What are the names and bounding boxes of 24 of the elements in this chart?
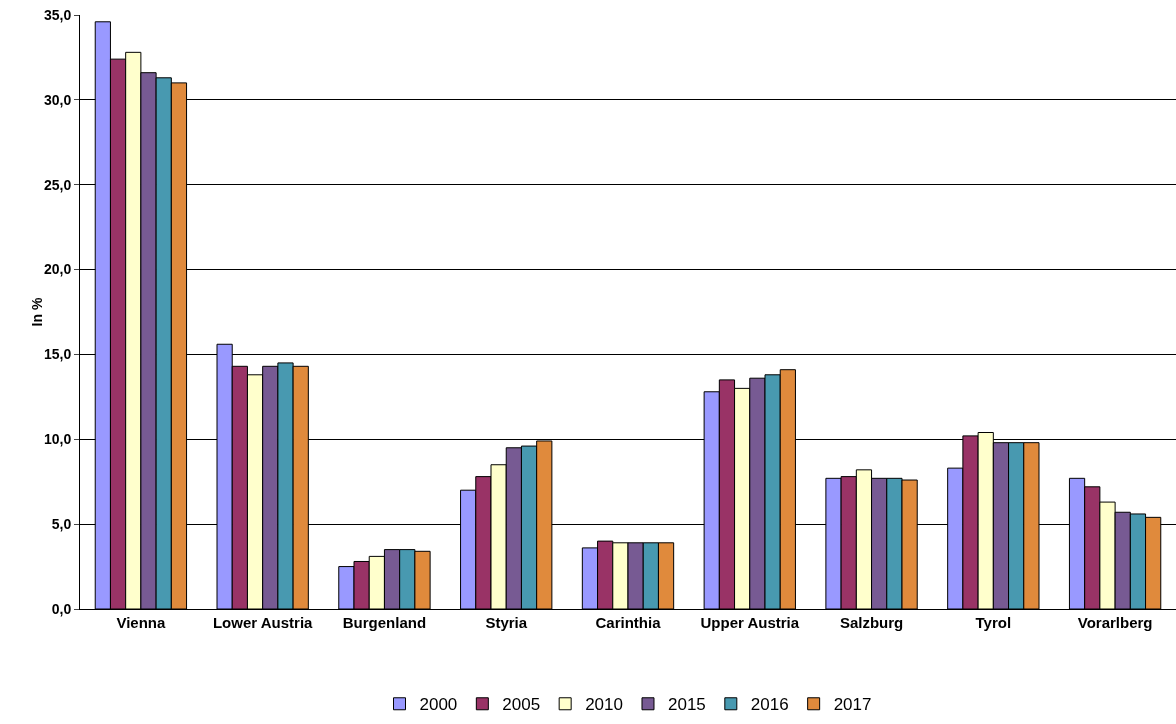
y-tick-label: 5,0 [51, 516, 72, 533]
legend-label: 2000 [419, 695, 458, 715]
x-tick-label: Carinthia [595, 614, 662, 631]
y-tick-label: 15,0 [43, 346, 72, 363]
legend-label: 2015 [667, 695, 706, 715]
legend-label: 2005 [502, 695, 541, 715]
x-tick-label: Burgenland [342, 614, 427, 631]
legend-label: 2010 [585, 695, 623, 715]
legend-label: 2016 [750, 695, 789, 715]
y-tick-label: 25,0 [43, 176, 72, 193]
legend-label: 2017 [833, 695, 872, 715]
y-axis-title: In % [29, 297, 45, 327]
y-tick-label: 20,0 [43, 261, 72, 278]
x-tick-label: Upper Austria [700, 614, 800, 631]
y-tick-label: 0,0 [51, 600, 72, 617]
x-tick-label: Vienna [116, 614, 166, 631]
x-tick-label: Lower Austria [212, 614, 314, 631]
y-tick-label: 30,0 [43, 91, 72, 108]
x-tick-label: Tyrol [975, 614, 1012, 631]
y-tick-label: 10,0 [43, 431, 72, 448]
x-tick-label: Salzburg [839, 614, 904, 631]
x-tick-label: Vorarlberg [1077, 614, 1153, 631]
x-tick-label: Styria [485, 614, 528, 631]
y-tick-label: 35,0 [43, 6, 72, 23]
